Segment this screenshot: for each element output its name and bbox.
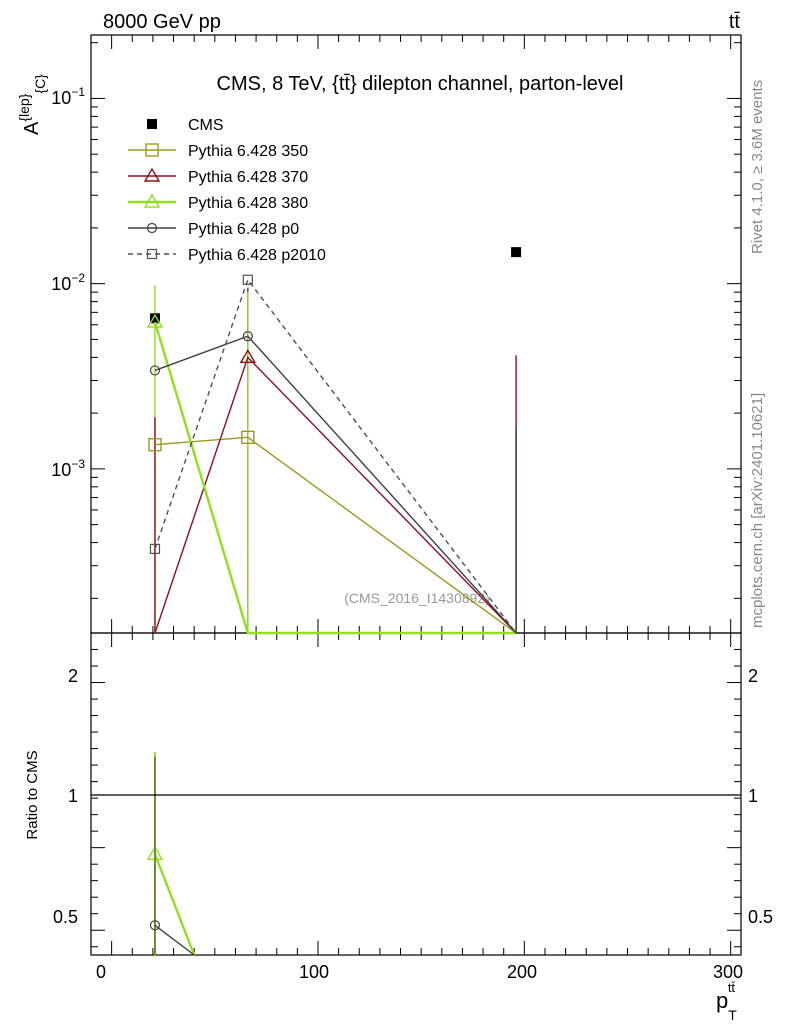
- data-point-p0: [242, 331, 253, 342]
- series-line-p370: [154, 356, 517, 634]
- legend-marker-p370: [143, 167, 161, 182]
- legend-label-p380: Pythia 6.428 380: [188, 195, 308, 212]
- legend-marker-p350: [145, 143, 159, 157]
- svg-text:10−2: 10−2: [51, 271, 85, 294]
- main-y-tick-label-1: 10−2: [51, 271, 85, 294]
- data-point-p2010: [242, 274, 253, 285]
- ratio-y-tick-label-1-left: 1: [68, 786, 78, 806]
- legend: CMS Pythia 6.428 350 Pythia 6.428 370 Pythi…: [128, 117, 326, 264]
- data-point-p380: [146, 313, 164, 328]
- legend-label-cms: CMS: [188, 117, 224, 134]
- x-tick-label-1: 100: [299, 962, 329, 982]
- legend-marker-p2010: [146, 248, 158, 260]
- series-line-p380: [153, 321, 517, 635]
- legend-label-p0: Pythia 6.428 p0: [188, 221, 299, 238]
- svg-text:10−3: 10−3: [51, 457, 85, 480]
- legend-marker-p0: [146, 222, 158, 234]
- svg-text:A{lep}{C}: A{lep}{C}: [16, 74, 48, 135]
- main-y-tick-label-0: 10−1: [51, 85, 85, 108]
- ratio-axis-ticks: [91, 649, 741, 948]
- chart-title: CMS, 8 TeV, {tt̄} dilepton channel, part…: [217, 73, 624, 95]
- main-axis-ticks: [91, 42, 741, 599]
- ratio-line-p0: [154, 924, 195, 956]
- svg-text:10−1: 10−1: [51, 85, 85, 108]
- ratio-y-tick-label-0-left: 0.5: [53, 907, 78, 927]
- x-axis-label: pTtt̄: [716, 980, 737, 1023]
- legend-label-p350: Pythia 6.428 350: [188, 143, 308, 160]
- mcplots-label: mcplots.cern.ch [arXiv:2401.10621]: [749, 393, 766, 628]
- series-line-p350: [154, 436, 517, 634]
- data-point-p350: [241, 430, 255, 445]
- svg-text:pTtt̄: pTtt̄: [716, 980, 737, 1023]
- legend-marker-p380: [143, 193, 161, 208]
- series-line-p2010: [154, 278, 517, 634]
- watermark-label: (CMS_2016_I1430892): [344, 590, 490, 606]
- ratio-y-axis-label: Ratio to CMS: [24, 750, 41, 839]
- legend-label-p2010: Pythia 6.428 p2010: [188, 247, 326, 264]
- data-point-cms: [511, 247, 522, 258]
- rivet-version-label: Rivet 4.1.0, ≥ 3.6M events: [749, 80, 766, 254]
- ratio-y-tick-label-2-right: 2: [748, 666, 758, 686]
- ratio-y-tick-label-2-left: 2: [68, 666, 78, 686]
- ratio-y-tick-label-1-right: 1: [748, 786, 758, 806]
- ratio-series-layer: [146, 751, 196, 957]
- header-right-label: tt̄: [729, 11, 741, 33]
- ratio-line-p380: [153, 853, 196, 956]
- data-point-cms: [149, 313, 160, 324]
- ratio-plot-frame: [90, 632, 742, 956]
- header-left-label: 8000 GeV pp: [103, 11, 221, 33]
- main-y-tick-label-2: 10−3: [51, 457, 85, 480]
- data-point-p0: [149, 365, 161, 376]
- data-point-p350: [148, 438, 162, 452]
- x-tick-label-3: 300: [713, 962, 743, 982]
- ratio-y-tick-label-0-right: 0.5: [748, 907, 773, 927]
- legend-marker-cms: [147, 119, 157, 129]
- x-axis-ticks: [111, 35, 732, 955]
- series-line-p0: [154, 335, 517, 634]
- data-point-p370: [239, 348, 257, 364]
- data-point-p2010: [149, 543, 161, 554]
- x-tick-label-2: 200: [507, 962, 537, 982]
- legend-label-p370: Pythia 6.428 370: [188, 169, 308, 186]
- x-tick-label-0: 0: [96, 962, 106, 982]
- main-y-axis-label: A{lep}{C}: [16, 74, 48, 135]
- series-layer: [146, 247, 522, 635]
